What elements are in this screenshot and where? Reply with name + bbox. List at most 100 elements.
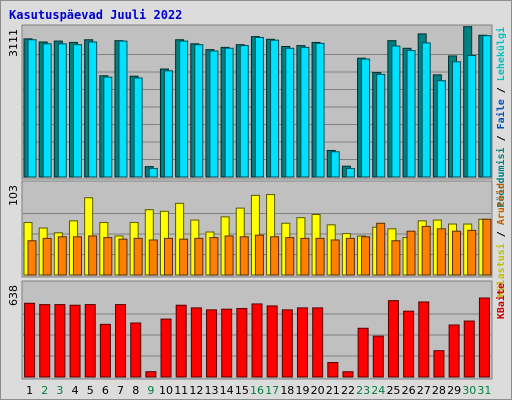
bar-kbaite-day-31: [478, 297, 490, 378]
bar-aruteid-day-26: [406, 230, 416, 276]
x-tick-label: 8: [132, 384, 139, 397]
bar-aruteid-day-1: [27, 240, 37, 276]
panel-1: 3111 Pöördumisi / Faile / Lehekülgi: [7, 24, 507, 208]
legend-part: KBaite: [495, 283, 507, 319]
bar-faile-day-18: [285, 47, 295, 178]
bar-aruteid-day-30: [467, 229, 477, 276]
x-tick-label: 13: [205, 384, 219, 397]
series-legend-label: Külastusi / Aruteid: [495, 183, 507, 297]
bar-aruteid-day-3: [57, 236, 67, 276]
x-tick-label: 4: [72, 384, 79, 397]
legend-part: /: [496, 81, 507, 99]
bar-kbaite-day-30: [463, 320, 475, 378]
bar-kbaite-day-29: [448, 324, 460, 378]
x-tick-label: 10: [159, 384, 173, 397]
bar-faile-day-14: [224, 47, 234, 178]
x-tick-label: 3: [56, 384, 63, 397]
panel-2: 103 Külastusi / Aruteid: [7, 180, 507, 297]
bar-faile-day-10: [163, 70, 173, 178]
bar-aruteid-day-22: [345, 237, 355, 276]
bar-aruteid-day-2: [42, 237, 52, 276]
bar-faile-day-11: [179, 40, 189, 178]
x-tick-label: 9: [147, 384, 154, 397]
panels-layer: 3111 Pöördumisi / Faile / Lehekülgi 103 Kül…: [7, 24, 507, 380]
bar-faile-day-13: [209, 50, 219, 178]
bar-faile-day-20: [315, 42, 325, 178]
bar-kbaite-day-18: [281, 309, 293, 378]
bar-faile-day-27: [421, 42, 431, 178]
legend-part: /: [496, 225, 507, 243]
bar-kbaite-day-19: [296, 307, 308, 378]
series-legend-label: Pöördumisi / Faile / Lehekülgi: [495, 27, 507, 208]
x-tick-label: 20: [311, 384, 325, 397]
x-tick-label: 25: [386, 384, 400, 397]
bar-kbaite-day-16: [251, 303, 263, 378]
bar-faile-day-4: [72, 44, 82, 178]
bar-faile-day-5: [88, 41, 98, 178]
x-tick-label: 24: [371, 384, 385, 397]
x-tick-label: 21: [326, 384, 340, 397]
bar-faile-day-19: [300, 46, 310, 178]
bar-kbaite-day-4: [69, 304, 81, 378]
bar-faile-day-2: [42, 43, 52, 178]
bar-aruteid-day-18: [285, 237, 295, 276]
x-tick-label: 7: [117, 384, 124, 397]
bar-aruteid-day-16: [254, 234, 264, 276]
bar-aruteid-day-10: [163, 237, 173, 276]
bar-aruteid-day-8: [133, 237, 143, 276]
bar-faile-day-23: [361, 58, 371, 178]
bar-aruteid-day-5: [88, 235, 98, 276]
bar-aruteid-day-13: [209, 237, 219, 276]
x-tick-label: 5: [87, 384, 94, 397]
bar-aruteid-day-11: [179, 238, 189, 276]
bar-aruteid-day-28: [436, 228, 446, 276]
bar-aruteid-day-27: [421, 225, 431, 276]
bar-aruteid-day-24: [376, 222, 386, 276]
x-tick-label: 14: [220, 384, 234, 397]
bar-kbaite-day-24: [372, 335, 384, 378]
bar-faile-day-29: [452, 61, 462, 178]
x-tick-label: 16: [250, 384, 264, 397]
bar-faile-day-28: [436, 80, 446, 178]
x-tick-label: 17: [265, 384, 279, 397]
bar-faile-day-25: [391, 45, 401, 178]
bar-kbaite-day-22: [342, 371, 354, 378]
bar-faile-day-26: [406, 50, 416, 178]
x-tick-label: 23: [356, 384, 370, 397]
x-tick-label: 26: [402, 384, 416, 397]
legend-part: /: [496, 129, 507, 147]
series-legend-label: KBaite: [495, 283, 507, 319]
bar-kbaite-day-11: [175, 304, 187, 378]
bar-kbaite-day-8: [130, 322, 142, 378]
bar-faile-day-9: [148, 167, 158, 178]
bar-faile-day-30: [467, 54, 477, 178]
bar-faile-day-16: [254, 36, 264, 178]
bar-aruteid-day-4: [72, 236, 82, 276]
bar-kbaite-day-5: [84, 304, 96, 378]
bar-faile-day-24: [376, 73, 386, 178]
bar-aruteid-day-23: [361, 236, 371, 276]
x-tick-label: 27: [417, 384, 431, 397]
bar-kbaite-day-1: [24, 302, 36, 378]
bar-aruteid-day-17: [270, 236, 280, 276]
bar-faile-day-21: [330, 151, 340, 178]
chart-title: Kasutuspäevad Juuli 2022: [9, 8, 182, 22]
x-tick-label: 22: [341, 384, 355, 397]
bar-faile-day-7: [118, 40, 128, 178]
bar-kbaite-day-9: [145, 371, 157, 378]
legend-part: Lehekülgi: [495, 27, 507, 81]
bar-kbaite-day-28: [433, 350, 445, 378]
bar-kbaite-day-17: [266, 305, 278, 378]
bar-kbaite-day-2: [39, 304, 51, 378]
x-tick-label: 31: [477, 384, 491, 397]
x-tick-label: 15: [235, 384, 249, 397]
bar-faile-day-12: [194, 44, 204, 178]
bar-aruteid-day-21: [330, 239, 340, 276]
bar-kbaite-day-10: [160, 318, 172, 378]
x-tick-label: 19: [295, 384, 309, 397]
bar-kbaite-day-14: [221, 308, 233, 378]
y-max-label: 638: [7, 285, 20, 306]
legend-part: Külastusi: [495, 243, 507, 297]
